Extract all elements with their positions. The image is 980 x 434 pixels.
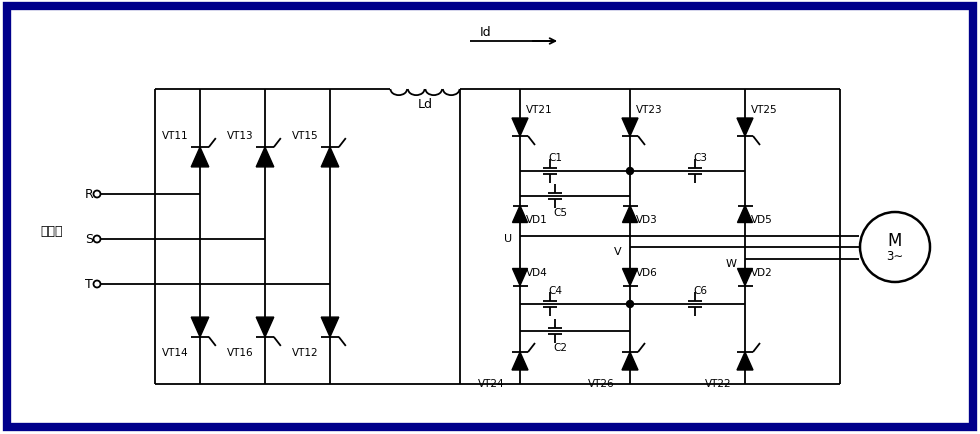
Text: VD3: VD3 — [636, 214, 658, 224]
Polygon shape — [321, 148, 339, 168]
Polygon shape — [512, 119, 528, 137]
Polygon shape — [737, 352, 753, 370]
Polygon shape — [513, 206, 527, 223]
Text: U: U — [504, 233, 512, 243]
Polygon shape — [191, 148, 209, 168]
Polygon shape — [512, 352, 528, 370]
Text: VT25: VT25 — [751, 105, 777, 115]
Polygon shape — [622, 269, 638, 286]
Polygon shape — [513, 269, 527, 286]
Polygon shape — [738, 269, 753, 286]
Polygon shape — [622, 352, 638, 370]
Text: C5: C5 — [553, 207, 567, 217]
Text: 电源～: 电源～ — [41, 225, 64, 238]
Text: VT16: VT16 — [227, 347, 254, 357]
Circle shape — [626, 168, 633, 175]
Text: VT24: VT24 — [478, 378, 505, 388]
Text: R: R — [84, 188, 93, 201]
Text: V: V — [614, 247, 622, 256]
Text: VT22: VT22 — [705, 378, 732, 388]
Text: C2: C2 — [553, 342, 567, 352]
Text: VT12: VT12 — [292, 347, 318, 357]
Text: VD6: VD6 — [636, 267, 658, 277]
Polygon shape — [738, 206, 753, 223]
Text: VD4: VD4 — [526, 267, 548, 277]
Text: T: T — [85, 278, 93, 291]
Polygon shape — [256, 148, 273, 168]
Text: W: W — [726, 258, 737, 268]
Polygon shape — [737, 119, 753, 137]
Text: VT26: VT26 — [588, 378, 614, 388]
Text: VT23: VT23 — [636, 105, 662, 115]
Text: VD2: VD2 — [751, 267, 773, 277]
Text: Id: Id — [480, 26, 492, 39]
Polygon shape — [191, 317, 209, 337]
Text: S: S — [85, 233, 93, 246]
Text: VT11: VT11 — [162, 131, 188, 141]
Text: C4: C4 — [548, 285, 562, 295]
Text: C1: C1 — [548, 153, 562, 163]
Text: VT14: VT14 — [162, 347, 188, 357]
Text: M: M — [888, 231, 903, 250]
Text: VT21: VT21 — [526, 105, 553, 115]
Polygon shape — [622, 119, 638, 137]
Text: VD1: VD1 — [526, 214, 548, 224]
Text: VD5: VD5 — [751, 214, 773, 224]
Polygon shape — [622, 206, 638, 223]
Polygon shape — [321, 317, 339, 337]
Text: C3: C3 — [693, 153, 707, 163]
Text: C6: C6 — [693, 285, 707, 295]
Polygon shape — [256, 317, 273, 337]
Text: VT13: VT13 — [227, 131, 254, 141]
Text: Ld: Ld — [417, 98, 432, 111]
Circle shape — [626, 301, 633, 308]
Text: 3∼: 3∼ — [886, 250, 904, 263]
Text: VT15: VT15 — [292, 131, 318, 141]
